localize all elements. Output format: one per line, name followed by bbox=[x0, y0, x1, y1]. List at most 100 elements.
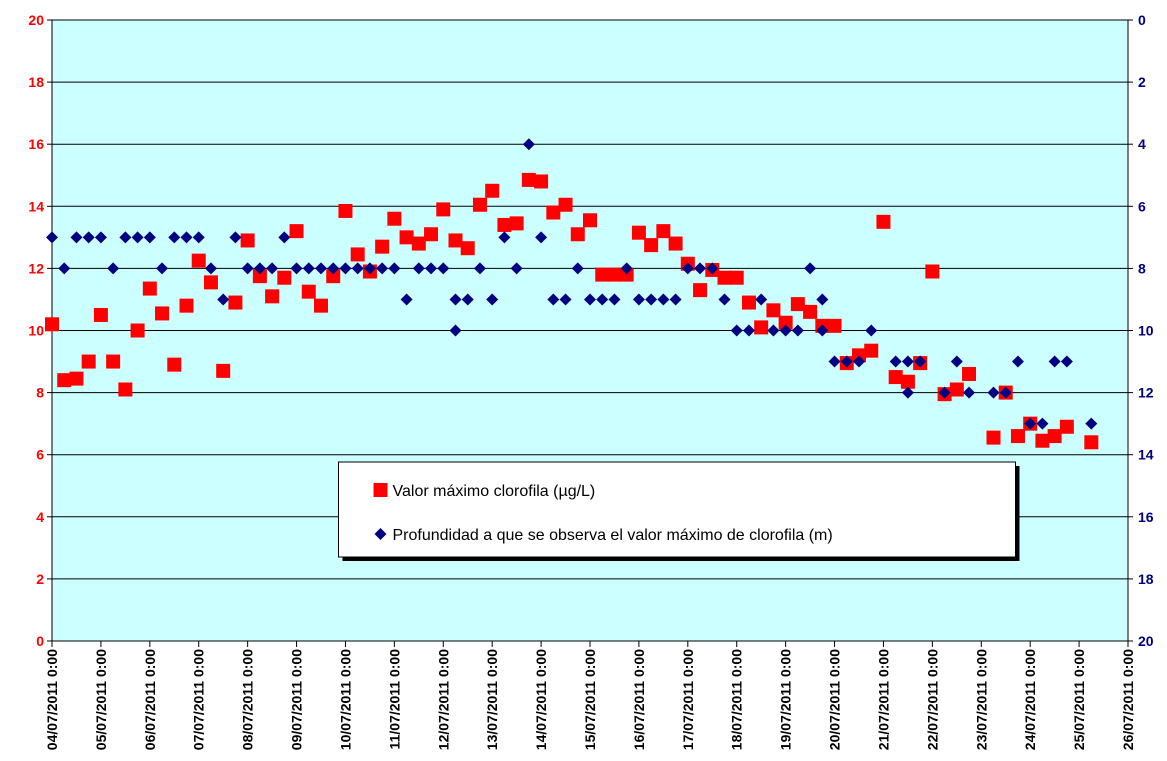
y2-tick-label: 2 bbox=[1138, 74, 1146, 90]
point bbox=[350, 247, 365, 262]
point bbox=[203, 275, 218, 290]
point bbox=[142, 281, 157, 296]
point bbox=[938, 386, 951, 399]
point bbox=[816, 293, 829, 306]
point bbox=[387, 211, 402, 226]
y2-tick-label: 8 bbox=[1138, 260, 1146, 276]
point bbox=[302, 262, 315, 275]
point bbox=[608, 293, 621, 306]
legend bbox=[338, 461, 1016, 558]
point bbox=[437, 262, 450, 275]
point bbox=[1035, 433, 1050, 448]
point bbox=[498, 231, 511, 244]
point bbox=[107, 262, 120, 275]
x-tick-label: 04/07/2011 0:00 bbox=[44, 649, 60, 750]
point bbox=[228, 295, 243, 310]
y-tick-label: 20 bbox=[28, 12, 44, 28]
point bbox=[265, 289, 280, 304]
x-tick-label: 13/07/2011 0:00 bbox=[484, 649, 500, 750]
point bbox=[338, 203, 353, 218]
point bbox=[93, 307, 108, 322]
point bbox=[509, 216, 524, 231]
point bbox=[204, 262, 217, 275]
point bbox=[803, 304, 818, 319]
point bbox=[411, 236, 426, 251]
point bbox=[987, 386, 1000, 399]
point bbox=[424, 227, 439, 242]
x-tick-label: 18/07/2011 0:00 bbox=[729, 649, 745, 750]
y-tick-label: 6 bbox=[36, 447, 44, 463]
point bbox=[741, 295, 756, 310]
y-tick-label: 4 bbox=[36, 509, 44, 525]
point bbox=[962, 366, 977, 381]
x-tick-label: 23/07/2011 0:00 bbox=[973, 649, 989, 750]
point bbox=[277, 270, 292, 285]
point bbox=[730, 324, 743, 337]
point bbox=[155, 306, 170, 321]
point bbox=[583, 213, 597, 228]
point bbox=[449, 293, 462, 306]
point bbox=[742, 324, 755, 337]
point bbox=[94, 231, 107, 244]
point bbox=[657, 293, 670, 306]
x-tick-label: 26/07/2011 0:00 bbox=[1120, 649, 1136, 750]
point bbox=[766, 303, 781, 318]
point bbox=[485, 183, 500, 198]
point bbox=[949, 382, 964, 397]
point bbox=[681, 262, 694, 275]
point bbox=[412, 262, 425, 275]
point bbox=[900, 374, 915, 389]
point bbox=[534, 174, 549, 189]
point bbox=[755, 293, 768, 306]
point bbox=[486, 293, 499, 306]
point bbox=[241, 262, 254, 275]
point bbox=[315, 262, 327, 275]
point bbox=[460, 241, 475, 256]
point bbox=[1024, 417, 1037, 430]
point bbox=[1036, 417, 1049, 430]
point bbox=[168, 231, 181, 244]
point bbox=[388, 262, 401, 275]
point bbox=[778, 315, 793, 330]
point bbox=[754, 320, 769, 335]
point bbox=[290, 262, 303, 275]
point bbox=[1059, 419, 1074, 434]
point bbox=[535, 231, 548, 244]
point bbox=[399, 230, 414, 245]
point bbox=[82, 231, 95, 244]
x-tick-label: 07/07/2011 0:00 bbox=[191, 649, 207, 750]
point bbox=[901, 386, 914, 399]
point bbox=[1085, 417, 1098, 430]
point bbox=[816, 324, 829, 337]
x-tick-label: 06/07/2011 0:00 bbox=[142, 649, 158, 750]
point bbox=[1010, 429, 1025, 444]
x-tick-label: 19/07/2011 0:00 bbox=[778, 649, 794, 750]
point bbox=[436, 202, 451, 217]
x-tick-label: 05/07/2011 0:00 bbox=[93, 649, 109, 750]
point bbox=[216, 363, 231, 378]
point bbox=[865, 324, 878, 337]
y2-tick-label: 10 bbox=[1138, 323, 1154, 339]
x-tick-label: 22/07/2011 0:00 bbox=[924, 649, 940, 750]
y2-tick-label: 6 bbox=[1138, 198, 1146, 214]
point bbox=[301, 284, 316, 299]
point bbox=[425, 262, 438, 275]
point bbox=[58, 262, 71, 275]
point bbox=[853, 355, 865, 368]
point bbox=[118, 382, 133, 397]
y-tick-label: 10 bbox=[28, 323, 44, 339]
point bbox=[706, 262, 719, 275]
x-tick-label: 08/07/2011 0:00 bbox=[240, 649, 256, 750]
point bbox=[547, 293, 560, 306]
point bbox=[240, 233, 255, 248]
point bbox=[289, 224, 304, 239]
y2-tick-label: 0 bbox=[1138, 12, 1146, 28]
point bbox=[106, 354, 121, 369]
point bbox=[558, 197, 573, 212]
point bbox=[1084, 435, 1099, 450]
point bbox=[986, 430, 1001, 445]
point bbox=[278, 231, 291, 244]
point bbox=[656, 224, 671, 239]
point bbox=[1060, 355, 1073, 368]
point bbox=[448, 233, 463, 248]
